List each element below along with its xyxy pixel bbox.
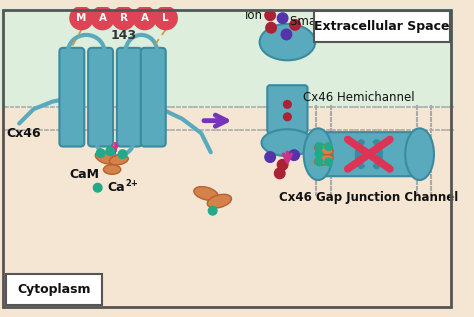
Text: Cx46 Gap Junction Channel: Cx46 Gap Junction Channel	[279, 191, 458, 204]
Circle shape	[289, 150, 300, 160]
FancyBboxPatch shape	[88, 48, 113, 146]
Text: M: M	[76, 13, 87, 23]
Bar	[0, 7, 454, 107]
Ellipse shape	[314, 155, 333, 165]
Ellipse shape	[207, 194, 231, 208]
Text: 143: 143	[110, 29, 137, 42]
FancyBboxPatch shape	[312, 132, 425, 176]
Text: Cytoplasm: Cytoplasm	[17, 283, 91, 296]
Circle shape	[281, 29, 292, 40]
Circle shape	[70, 7, 93, 30]
Text: L: L	[163, 13, 169, 23]
Circle shape	[274, 168, 285, 178]
Circle shape	[118, 150, 127, 158]
FancyBboxPatch shape	[141, 48, 166, 146]
Circle shape	[283, 100, 291, 108]
Circle shape	[283, 113, 291, 121]
Text: Extracellular Space: Extracellular Space	[314, 20, 450, 33]
Ellipse shape	[314, 144, 333, 155]
Text: A: A	[141, 13, 149, 23]
Circle shape	[315, 150, 323, 158]
Circle shape	[315, 158, 323, 166]
Circle shape	[265, 10, 275, 21]
Circle shape	[106, 147, 115, 156]
Text: A: A	[99, 13, 107, 23]
Circle shape	[154, 7, 177, 30]
Ellipse shape	[304, 128, 332, 180]
FancyBboxPatch shape	[59, 48, 84, 146]
Ellipse shape	[262, 129, 313, 156]
Text: R: R	[119, 13, 128, 23]
Ellipse shape	[103, 165, 121, 174]
Text: Cx46 Hemichannel: Cx46 Hemichannel	[303, 91, 415, 104]
Ellipse shape	[405, 128, 434, 180]
Circle shape	[325, 143, 332, 150]
Circle shape	[315, 143, 323, 150]
Circle shape	[265, 152, 275, 162]
FancyBboxPatch shape	[314, 11, 450, 42]
Circle shape	[133, 7, 156, 30]
Ellipse shape	[95, 152, 116, 164]
Text: Small metabolite: Small metabolite	[290, 15, 391, 28]
Circle shape	[277, 159, 288, 170]
Circle shape	[266, 23, 276, 33]
Text: Ca: Ca	[107, 181, 125, 194]
Ellipse shape	[361, 141, 376, 168]
FancyBboxPatch shape	[267, 85, 308, 133]
Ellipse shape	[260, 24, 315, 60]
FancyBboxPatch shape	[6, 274, 101, 305]
Circle shape	[325, 158, 332, 166]
Circle shape	[290, 20, 301, 30]
FancyBboxPatch shape	[117, 48, 142, 146]
Circle shape	[93, 184, 102, 192]
Ellipse shape	[109, 155, 128, 165]
Circle shape	[112, 7, 135, 30]
Circle shape	[96, 149, 105, 158]
Circle shape	[277, 13, 288, 23]
Text: Ion: Ion	[245, 9, 263, 22]
Circle shape	[91, 7, 114, 30]
Ellipse shape	[356, 140, 367, 169]
Ellipse shape	[194, 187, 218, 200]
Text: 2+: 2+	[126, 179, 138, 188]
Text: Cx46: Cx46	[7, 126, 41, 139]
Circle shape	[209, 206, 217, 215]
Text: CaM: CaM	[69, 168, 100, 181]
Ellipse shape	[371, 140, 382, 169]
